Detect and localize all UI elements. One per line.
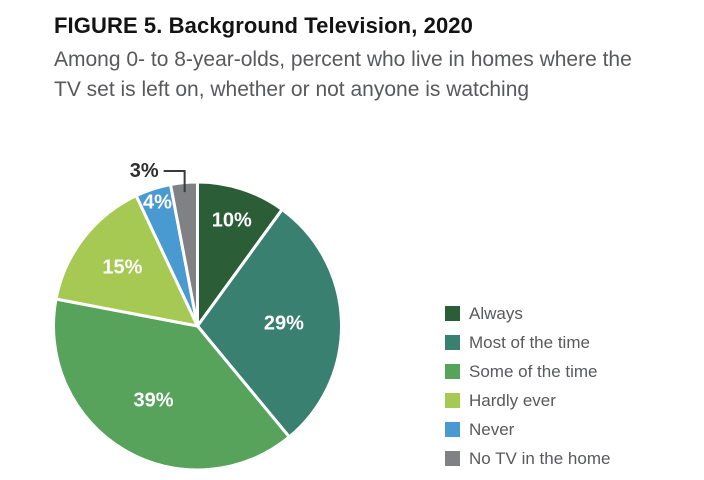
legend-label-always: Always: [469, 303, 523, 323]
pie-slices: [52, 180, 343, 472]
legend-label-never: Never: [469, 419, 515, 439]
legend-label-some-of-the-time: Some of the time: [469, 361, 598, 381]
figure-subtitle-line1: Among 0- to 8-year-olds, percent who liv…: [54, 48, 632, 71]
legend-swatch-most-of-the-time: [445, 335, 460, 350]
pie-value-label: 29%: [264, 312, 304, 334]
pie-slice-most-of-the-time: [195, 207, 343, 440]
legend-item-no-tv-in-the-home: No TV in the home: [445, 444, 610, 473]
legend-swatch-never: [445, 422, 460, 437]
pie-slice-hardly-ever: [54, 193, 201, 329]
legend-item-hardly-ever: Hardly ever: [445, 386, 610, 415]
legend-swatch-no-tv-in-the-home: [445, 451, 460, 466]
pie-value-label: 10%: [212, 210, 252, 232]
legend-item-never: Never: [445, 415, 610, 444]
pie-slice-some-of-the-time: [52, 297, 292, 472]
legend-item-some-of-the-time: Some of the time: [445, 357, 610, 386]
legend-swatch-hardly-ever: [445, 393, 460, 408]
pie-value-label: 15%: [102, 257, 142, 279]
legend-item-most-of-the-time: Most of the time: [445, 328, 610, 357]
legend-swatch-always: [445, 306, 460, 321]
pie-value-label: 4%: [143, 192, 172, 214]
legend-swatch-some-of-the-time: [445, 364, 460, 379]
figure-subtitle-line2: TV set is left on, whether or not anyone…: [54, 78, 530, 101]
figure-title: FIGURE 5. Background Television, 2020: [54, 13, 473, 38]
legend-label-no-tv-in-the-home: No TV in the home: [469, 448, 611, 468]
legend-label-hardly-ever: Hardly ever: [469, 390, 556, 410]
legend-item-always: Always: [445, 299, 610, 328]
chart-legend: Always Most of the time Some of the time Ha…: [445, 299, 610, 473]
pie-value-label: 39%: [134, 389, 174, 411]
legend-label-most-of-the-time: Most of the time: [469, 332, 590, 352]
pie-slice-always: [196, 180, 285, 331]
pie-value-labels: 10% 29% 39% 15% 4%: [102, 192, 304, 412]
pie-value-label-outside: 3%: [130, 160, 159, 182]
pie-callout: 3%: [130, 160, 186, 193]
callout-line: [163, 170, 186, 193]
